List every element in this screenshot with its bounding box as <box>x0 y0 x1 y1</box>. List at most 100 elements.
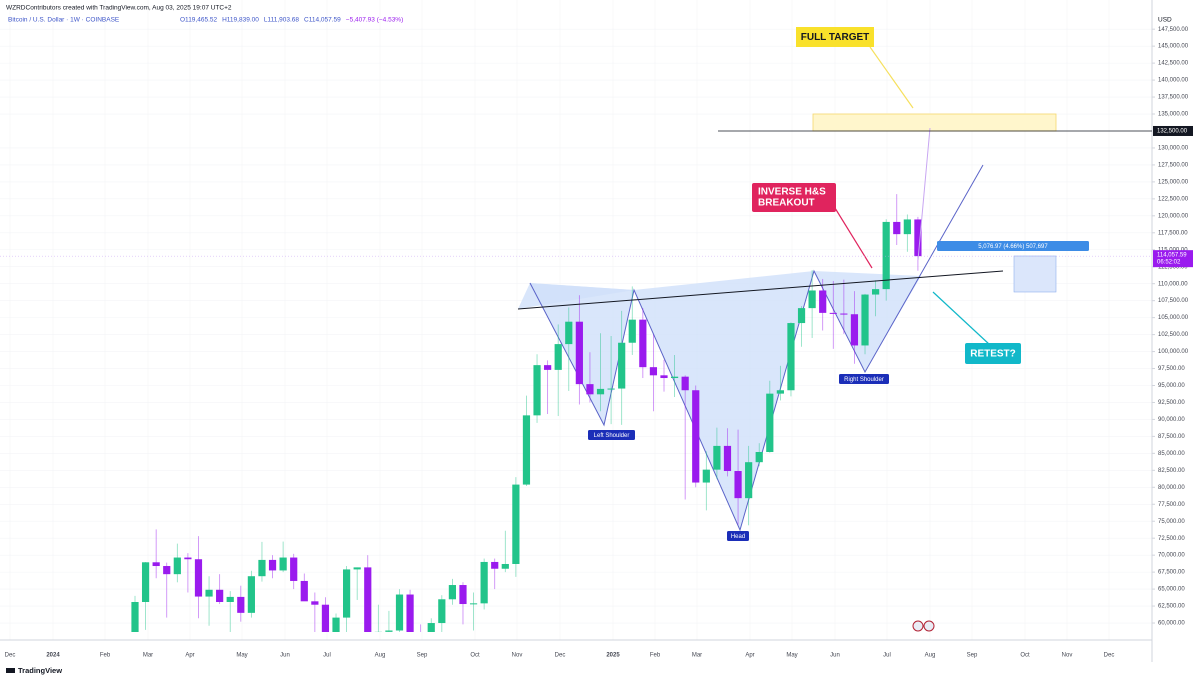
candle-body <box>861 294 869 346</box>
arrow <box>834 207 873 269</box>
y-tick-label: 72,500.00 <box>1158 536 1185 542</box>
price-tag <box>1153 125 1193 136</box>
arrow <box>869 46 914 109</box>
y-tick-label: 100,000.00 <box>1158 349 1189 355</box>
x-tick-label: Sep <box>417 653 428 659</box>
candle-body <box>469 603 478 605</box>
candle-body <box>290 557 298 581</box>
brand: TradingView <box>18 666 62 675</box>
candle-body <box>554 344 562 370</box>
annotation: RETEST? <box>970 349 1016 360</box>
y-tick-label: 75,000.00 <box>1158 519 1185 525</box>
y-tick-label: 77,500.00 <box>1158 502 1185 508</box>
candle-body <box>141 562 150 602</box>
candle-body <box>512 484 520 564</box>
annotation: Left Shoulder <box>594 433 630 439</box>
event-flag[interactable] <box>923 620 935 632</box>
x-tick-label: Feb <box>650 653 661 659</box>
countdown: 06:52:02 <box>1157 260 1181 266</box>
neckline <box>517 270 1004 310</box>
y-tick-label: 85,000.00 <box>1158 451 1185 457</box>
y-tick-label: 82,500.00 <box>1158 468 1185 474</box>
ohlc-value: H119,839.00 <box>222 17 259 24</box>
x-tick-label: Dec <box>1104 653 1115 659</box>
x-tick-label: Jul <box>883 653 891 659</box>
event-flag[interactable] <box>912 620 924 632</box>
y-tick-label: 125,000.00 <box>1158 179 1189 185</box>
candle-body <box>723 445 732 472</box>
price-tag-label: 114,057.59 <box>1157 253 1187 259</box>
annotation: FULL TARGET <box>801 32 870 43</box>
y-tick-label: 102,500.00 <box>1158 332 1189 338</box>
x-tick-label: Jul <box>323 653 331 659</box>
candle-body <box>279 557 287 571</box>
price-tag <box>1153 250 1193 268</box>
candle-body <box>522 415 531 485</box>
candle-body <box>258 559 266 577</box>
x-tick-label: Jun <box>280 653 290 659</box>
measure-box <box>1013 255 1057 293</box>
candle-body <box>840 313 848 315</box>
x-tick-label: Nov <box>1062 653 1073 659</box>
candle-body <box>670 376 679 379</box>
candle-body <box>300 580 308 602</box>
x-tick-label: Nov <box>512 653 523 659</box>
x-tick-label: May <box>236 653 247 659</box>
target-zone <box>812 113 1057 132</box>
label-box <box>839 374 889 384</box>
y-tick-label: 65,000.00 <box>1158 587 1185 593</box>
candle-body <box>343 569 351 618</box>
label-box <box>937 241 1089 251</box>
brand-logo <box>6 668 15 673</box>
symbol: Bitcoin / U.S. Dollar · 1W · COINBASE <box>8 17 120 24</box>
candle-body <box>226 596 234 602</box>
candle-body <box>374 631 382 632</box>
candle-body <box>544 365 552 370</box>
x-tick-label: 2025 <box>606 653 620 659</box>
annotation: Right Shoulder <box>844 377 884 383</box>
annotation: BREAKOUT <box>758 198 815 209</box>
candle-body <box>480 561 488 604</box>
candle-body <box>353 567 361 570</box>
x-tick-label: Dec <box>555 653 566 659</box>
y-tick-label: 92,500.00 <box>1158 400 1185 406</box>
candle-body <box>681 376 689 391</box>
arrow <box>932 291 991 346</box>
candle-body <box>491 561 499 569</box>
x-tick-label: May <box>786 653 797 659</box>
ohlc-value: −5,407.93 (−4.53%) <box>346 17 403 24</box>
candle-body <box>797 308 806 324</box>
ohlc-value: C114,057.59 <box>304 17 341 24</box>
y-tick-label: 127,500.00 <box>1158 162 1189 168</box>
y-tick-label: 137,500.00 <box>1158 95 1189 101</box>
candle-body <box>914 219 922 257</box>
candle-body <box>745 462 753 499</box>
annotation: 5,076.97 (4.66%) 507,697 <box>978 244 1048 250</box>
candle-body <box>131 601 139 632</box>
x-tick-label: Oct <box>470 653 480 659</box>
x-tick-label: Oct <box>1020 653 1030 659</box>
currency: USD <box>1158 17 1172 24</box>
label-box <box>727 531 749 541</box>
axis: 60,000.00 62,500.00 65,000.00 67,500.00 70,0… <box>5 27 1193 659</box>
x-tick-label: Mar <box>143 653 153 659</box>
candle-body <box>184 557 192 560</box>
grid <box>0 0 1152 640</box>
candle-body <box>872 289 880 295</box>
candle-body <box>194 559 203 597</box>
ohlc-value: L111,903.68 <box>264 17 300 24</box>
y-tick-label: 80,000.00 <box>1158 485 1185 491</box>
candle-body <box>311 601 319 605</box>
candle-body <box>247 576 255 613</box>
y-tick-label: 135,000.00 <box>1158 112 1189 118</box>
candle-body <box>163 566 171 575</box>
candle-body <box>268 559 277 571</box>
candle-body <box>364 567 372 632</box>
x-tick-label: Apr <box>745 653 754 659</box>
candle-body <box>575 321 583 385</box>
candle-body <box>237 596 245 613</box>
candle-body <box>427 623 435 632</box>
label-box <box>588 430 635 440</box>
candles <box>131 194 922 632</box>
